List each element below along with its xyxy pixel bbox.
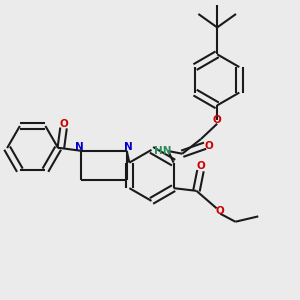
- Text: O: O: [196, 161, 205, 172]
- Text: O: O: [59, 119, 68, 129]
- Text: O: O: [216, 206, 225, 216]
- Text: O: O: [204, 141, 213, 151]
- Text: N: N: [75, 142, 84, 152]
- Text: HN: HN: [154, 146, 172, 156]
- Text: O: O: [213, 115, 222, 125]
- Text: N: N: [124, 142, 132, 152]
